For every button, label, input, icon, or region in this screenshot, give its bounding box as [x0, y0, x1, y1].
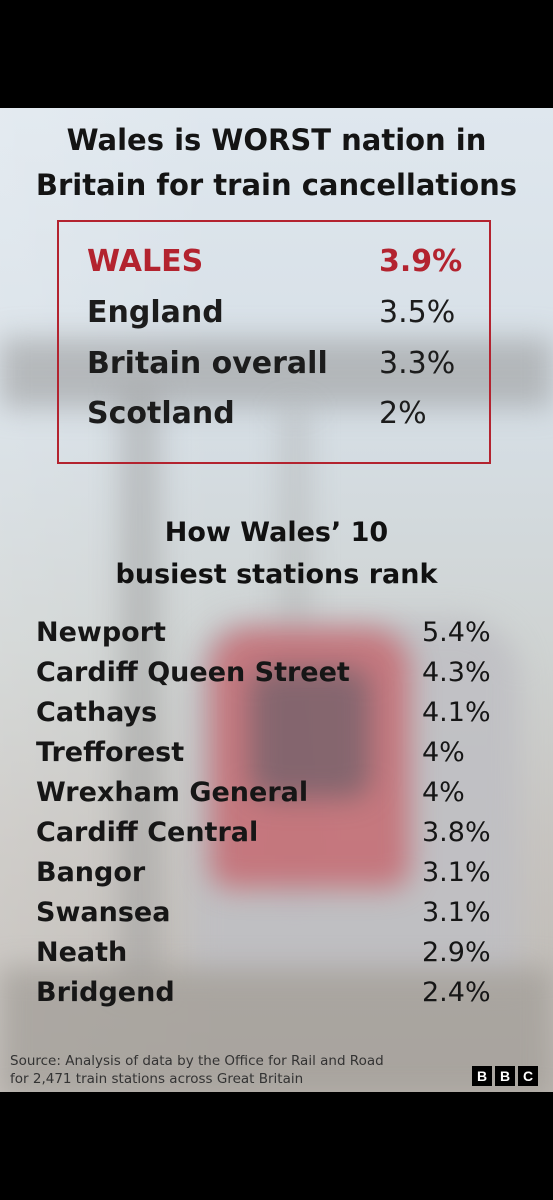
- station-name: Cathays: [36, 697, 158, 728]
- station-value: 4.1%: [422, 697, 491, 728]
- station-name: Wrexham General: [36, 777, 309, 808]
- nation-name: Scotland: [87, 396, 235, 431]
- logo-letter: B: [472, 1066, 492, 1086]
- station-name: Trefforest: [36, 737, 185, 768]
- station-value: 2.9%: [422, 937, 491, 968]
- background-post: [120, 388, 160, 988]
- station-value: 2.4%: [422, 977, 491, 1008]
- headline: Wales is WORST nation in Britain for tra…: [0, 118, 553, 208]
- source-note: Source: Analysis of data by the Office f…: [10, 1052, 384, 1088]
- background-train-window: [250, 668, 370, 798]
- station-name: Bridgend: [36, 977, 175, 1008]
- station-value: 4.3%: [422, 657, 491, 688]
- nation-value: 3.3%: [379, 346, 456, 381]
- headline-line-2: Britain for train cancellations: [35, 168, 518, 202]
- station-name: Newport: [36, 617, 166, 648]
- headline-line-1: Wales is WORST nation in: [66, 123, 487, 157]
- station-value: 3.1%: [422, 897, 491, 928]
- infographic-card: [0, 108, 553, 1092]
- station-name: Cardiff Central: [36, 817, 259, 848]
- nation-value: 2%: [379, 396, 427, 431]
- nation-value: 3.9%: [379, 244, 463, 279]
- station-name: Bangor: [36, 857, 146, 888]
- source-line-1: Source: Analysis of data by the Office f…: [10, 1053, 384, 1069]
- station-value: 5.4%: [422, 617, 491, 648]
- nation-name: Britain overall: [87, 346, 328, 381]
- station-value: 3.1%: [422, 857, 491, 888]
- source-line-2: for 2,471 train stations across Great Br…: [10, 1071, 304, 1087]
- background-platform: [0, 968, 553, 1092]
- station-name: Neath: [36, 937, 128, 968]
- nations-box: WALES 3.9% England 3.5% Britain overall …: [57, 220, 491, 464]
- stations-heading-line-1: How Wales’ 10: [164, 517, 389, 548]
- background-canopy: [0, 338, 553, 408]
- stations-heading: How Wales’ 10 busiest stations rank: [0, 512, 553, 596]
- logo-letter: C: [518, 1066, 538, 1086]
- nation-name: WALES: [87, 244, 204, 279]
- station-value: 4%: [422, 737, 465, 768]
- station-name: Swansea: [36, 897, 171, 928]
- station-value: 3.8%: [422, 817, 491, 848]
- nation-name: England: [87, 295, 224, 330]
- station-value: 4%: [422, 777, 465, 808]
- logo-letter: B: [495, 1066, 515, 1086]
- nation-value: 3.5%: [379, 295, 456, 330]
- station-name: Cardiff Queen Street: [36, 657, 350, 688]
- stations-heading-line-2: busiest stations rank: [115, 559, 438, 590]
